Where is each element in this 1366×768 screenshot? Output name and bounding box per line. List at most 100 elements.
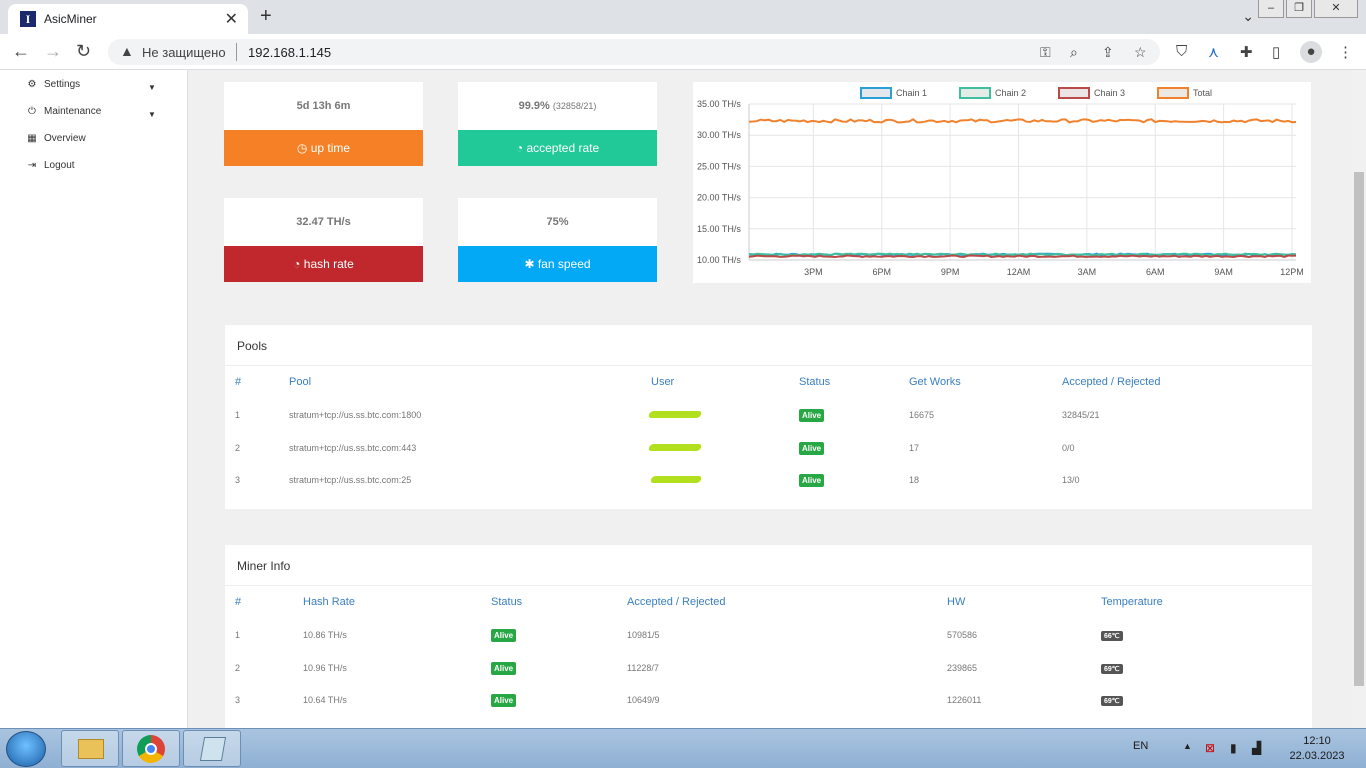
browser-toolbar: ← → ↻ ▲ Не защищено 192.168.1.145 ⚿ ⌕ ⇪ … <box>0 34 1366 70</box>
sidebar-item-label: Settings <box>44 79 81 90</box>
uptime-card: 5d 13h 6m ◷ up time <box>224 82 423 166</box>
network-error-icon[interactable]: ⊠ <box>1205 741 1216 755</box>
miner-row-accepted-rejected: 10649/9 <box>627 695 660 705</box>
share-icon[interactable]: ⇪ <box>1102 44 1114 60</box>
input-language[interactable]: EN <box>1133 740 1149 752</box>
redacted-user <box>647 411 703 418</box>
panel-divider <box>225 365 1312 366</box>
miner-row-hw: 239865 <box>947 663 978 673</box>
sidebar-item-maintenance[interactable]: ⏻ Maintenance <box>26 106 101 117</box>
miner-row-hashrate: 10.64 TH/s <box>303 695 347 705</box>
browser-tab[interactable]: I AsicMiner ✕ <box>8 4 248 34</box>
insecure-label[interactable]: Не защищено <box>142 45 226 60</box>
pool-row-works: 18 <box>909 475 920 485</box>
status-badge: Alive <box>799 409 825 422</box>
miner-row-num: 3 <box>235 695 241 705</box>
series-line-total <box>748 118 1297 124</box>
bookmark-star-icon[interactable]: ☆ <box>1134 44 1147 60</box>
page-scrollbar[interactable] <box>1352 70 1366 728</box>
restore-window-icon[interactable]: ❐ <box>1286 0 1312 18</box>
temperature-badge: 69℃ <box>1101 696 1123 706</box>
accepted-rate-value: 99.9% <box>518 100 550 112</box>
series-line-chain-3 <box>748 254 1297 259</box>
status-badge: Alive <box>491 662 517 675</box>
shield-extension-icon[interactable]: ⛉ <box>1176 43 1188 60</box>
y-tick-label: 15.00 TH/s <box>697 224 741 234</box>
miner-row-hashrate: 10.96 TH/s <box>303 663 347 673</box>
dashboard-gauge-icon: ◔ <box>293 257 301 271</box>
uptime-band: ◷ up time <box>224 130 423 166</box>
pool-row-url: stratum+tcp://us.ss.btc.com:1800 <box>289 410 422 420</box>
uptime-value: 5d 13h 6m <box>296 100 351 112</box>
hashrate-chart: 10.00 TH/s 15.00 TH/s 20.00 TH/s 25.00 TH/s… <box>693 82 1311 283</box>
puzzle-extensions-icon[interactable]: ✚ <box>1240 44 1253 61</box>
caret-down-icon[interactable]: ▼ <box>148 83 156 92</box>
miner-info-panel: Miner Info # Hash Rate Status Accepted /… <box>225 545 1312 728</box>
browser-tab-bar: I AsicMiner ✕ + ⌄ – ❐ ✕ <box>0 0 1366 34</box>
gears-icon: ⚙ <box>27 79 37 90</box>
caret-down-icon[interactable]: ▼ <box>148 110 156 119</box>
zoom-icon[interactable]: ⌕ <box>1070 44 1078 60</box>
pool-row-url: stratum+tcp://us.ss.btc.com:25 <box>289 475 412 485</box>
miner-info-title: Miner Info <box>237 559 291 573</box>
scrollbar-thumb[interactable] <box>1354 172 1364 686</box>
acrobat-extension-icon[interactable]: ⋏ <box>1208 44 1219 61</box>
profile-avatar-icon[interactable]: ● <box>1300 41 1322 63</box>
sidebar-item-settings[interactable]: ⚙ Settings <box>26 79 81 90</box>
tray-expand-icon[interactable]: ▲ <box>1183 741 1192 751</box>
back-arrow-icon[interactable]: ← <box>12 41 30 61</box>
x-tick-label: 12AM <box>1007 267 1031 277</box>
start-button[interactable] <box>6 731 46 767</box>
panel-divider <box>225 585 1312 586</box>
new-tab-icon[interactable]: + <box>260 5 272 27</box>
x-tick-label: 12PM <box>1280 267 1304 277</box>
sidebar-item-overview[interactable]: ▦ Overview <box>26 133 85 144</box>
tab-search-chevron-icon[interactable]: ⌄ <box>1242 8 1254 24</box>
y-tick-label: 30.00 TH/s <box>697 130 741 140</box>
pools-header-user: User <box>651 376 675 388</box>
close-window-icon[interactable]: ✕ <box>1314 0 1358 18</box>
forward-arrow-icon[interactable]: → <box>44 41 62 61</box>
legend-label: Chain 3 <box>1094 88 1125 98</box>
close-tab-icon[interactable]: ✕ <box>224 11 238 28</box>
notepad-icon <box>199 737 227 761</box>
pool-row-accepted-rejected: 13/0 <box>1062 475 1080 485</box>
uptime-label: up time <box>310 141 351 155</box>
warning-icon[interactable]: ▲ <box>120 43 134 59</box>
pool-row-num: 1 <box>235 410 241 420</box>
x-tick-label: 3AM <box>1078 267 1097 277</box>
reload-icon[interactable]: ↻ <box>76 41 92 61</box>
minimize-window-icon[interactable]: – <box>1258 0 1284 18</box>
key-icon[interactable]: ⚿ <box>1040 44 1051 60</box>
legend-label: Total <box>1193 88 1212 98</box>
x-tick-label: 9PM <box>941 267 960 277</box>
site-favicon-icon: I <box>20 11 36 27</box>
taskbar-notepad-button[interactable] <box>183 730 241 767</box>
miner-header-hashrate: Hash Rate <box>303 596 355 608</box>
side-panel-icon[interactable]: ▯ <box>1272 44 1281 61</box>
accepted-rate-count: (32858/21) <box>552 101 597 111</box>
sidebar-item-logout[interactable]: ⇥ Logout <box>26 160 75 171</box>
url-text[interactable]: 192.168.1.145 <box>248 45 332 60</box>
battery-icon[interactable]: ▮ <box>1230 741 1237 755</box>
hash-rate-band: ◔ hash rate <box>224 246 423 282</box>
pool-row-num: 3 <box>235 475 241 485</box>
miner-row-num: 1 <box>235 630 241 640</box>
hash-rate-label: hash rate <box>303 257 354 271</box>
dashboard-gauge-icon: ◔ <box>515 141 524 155</box>
miner-row-hw: 570586 <box>947 630 978 640</box>
fan-speed-value: 75% <box>546 216 569 228</box>
temperature-badge: 69℃ <box>1101 664 1123 674</box>
menu-kebab-icon[interactable]: ⋮ <box>1338 44 1353 61</box>
signal-icon[interactable]: ▟ <box>1252 741 1262 755</box>
taskbar-explorer-button[interactable] <box>61 730 119 767</box>
redacted-user <box>649 476 703 483</box>
page-content: ⚙ Settings ▼ ⏻ Maintenance ▼ ▦ Overview … <box>0 70 1352 728</box>
tray-clock[interactable]: 12:10 22.03.2023 <box>1280 734 1354 764</box>
address-bar[interactable]: ▲ Не защищено 192.168.1.145 ⚿ ⌕ ⇪ ☆ <box>108 39 1160 65</box>
accepted-rate-label: accepted rate <box>526 141 600 155</box>
legend-swatch <box>1058 87 1090 99</box>
taskbar-chrome-button[interactable] <box>122 730 180 767</box>
pools-title: Pools <box>237 339 268 353</box>
pools-header-getworks: Get Works <box>909 376 961 388</box>
